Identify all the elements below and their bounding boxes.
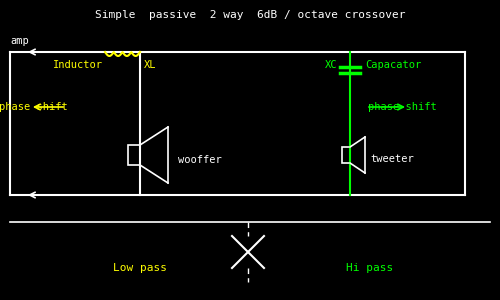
Text: Simple  passive  2 way  6dB / octave crossover: Simple passive 2 way 6dB / octave crosso… bbox=[95, 10, 405, 20]
Bar bbox=[342, 147, 350, 163]
Text: XL: XL bbox=[144, 60, 156, 70]
Text: phase shift: phase shift bbox=[368, 102, 437, 112]
Text: wooffer: wooffer bbox=[178, 155, 222, 165]
Text: Low pass: Low pass bbox=[113, 263, 167, 273]
Text: XC: XC bbox=[324, 60, 337, 70]
Text: tweeter: tweeter bbox=[370, 154, 414, 164]
Text: Inductor: Inductor bbox=[53, 60, 103, 70]
Text: phase shift: phase shift bbox=[0, 102, 68, 112]
Text: Hi pass: Hi pass bbox=[346, 263, 394, 273]
Text: Capacator: Capacator bbox=[365, 60, 421, 70]
Bar bbox=[128, 145, 140, 165]
Text: amp: amp bbox=[10, 36, 29, 46]
